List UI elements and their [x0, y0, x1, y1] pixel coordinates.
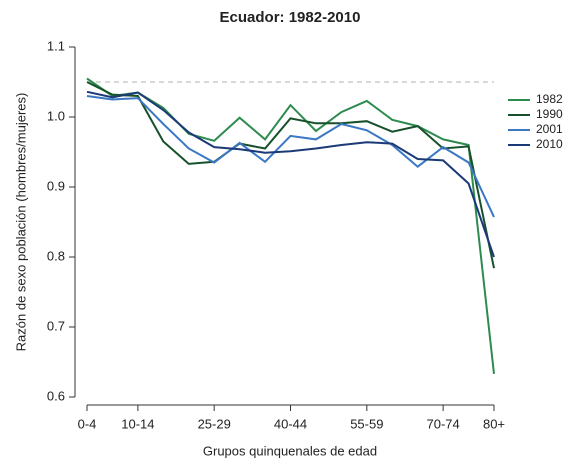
y-tick-label: 0.9: [47, 178, 65, 193]
x-tick-label: 80+: [483, 416, 505, 431]
x-tick-label: 40-44: [274, 416, 307, 431]
y-axis-label: Razón de sexo población (hombres/mujeres…: [13, 93, 28, 352]
series-line: [86, 90, 495, 258]
y-tick-label: 0.6: [47, 388, 65, 403]
y-tick-label: 1.1: [47, 38, 65, 53]
y-tick-label: 1.0: [47, 108, 65, 123]
x-tick-label: 70-74: [427, 416, 460, 431]
x-tick-label: 25-29: [198, 416, 231, 431]
x-tick-label: 0-4: [78, 416, 97, 431]
chart-title: Ecuador: 1982-2010: [220, 9, 361, 26]
legend-label: 2010: [536, 137, 563, 151]
series-line: [86, 81, 495, 269]
y-tick-label: 0.7: [47, 318, 65, 333]
legend-label: 1982: [536, 92, 563, 106]
series-line: [86, 77, 495, 375]
x-tick-label: 10-14: [121, 416, 154, 431]
legend-label: 2001: [536, 122, 563, 136]
x-tick-label: 55-59: [350, 416, 383, 431]
y-tick-label: 0.8: [47, 248, 65, 263]
x-axis-label: Grupos quinquenales de edad: [203, 443, 377, 458]
legend-label: 1990: [536, 107, 563, 121]
